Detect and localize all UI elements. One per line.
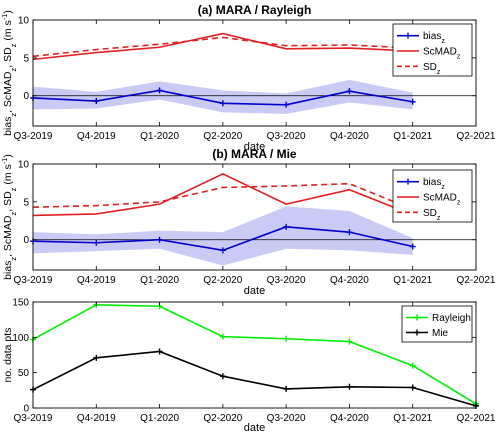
legend-marker	[414, 314, 420, 321]
x-axis-label: date	[244, 422, 265, 434]
legend-marker	[414, 329, 420, 336]
x-tick-label: Q2-2021	[457, 131, 496, 142]
data-point-marker	[346, 383, 353, 390]
legend-marker	[405, 178, 411, 185]
axes-box	[32, 19, 477, 127]
y-tick-label: 150	[12, 298, 29, 309]
x-tick-label: Q1-2020	[140, 275, 179, 286]
data-point-marker	[283, 385, 290, 392]
data-point-marker	[219, 100, 226, 107]
legend-label: Rayleigh	[432, 313, 471, 324]
data-point-marker	[409, 243, 416, 250]
y-tick-label: 0	[23, 91, 29, 102]
data-point-marker	[346, 229, 353, 236]
data-point-marker	[283, 335, 290, 342]
x-tick-label: Q4-2019	[77, 275, 116, 286]
data-point-marker	[219, 373, 226, 380]
y-tick-label: 50	[18, 368, 30, 379]
legend-label: ScMADz	[423, 47, 461, 61]
legend-label: ScMADz	[423, 193, 461, 207]
x-tick-label: Q2-2020	[203, 131, 242, 142]
y-tick-label: 10	[18, 16, 30, 27]
x-tick-label: Q1-2020	[140, 413, 179, 424]
legend-label: SDz	[423, 208, 441, 222]
data-point-marker	[409, 362, 416, 369]
data-point-marker	[156, 348, 163, 355]
y-axis-label: biasz, ScMADz, SDz (m s-1)	[0, 10, 18, 136]
x-tick-label: Q3-2020	[267, 413, 306, 424]
legend-label: biasz	[423, 177, 445, 191]
data-point-marker	[93, 239, 100, 246]
legend-marker	[405, 32, 411, 39]
data-point-marker	[283, 101, 290, 108]
x-tick-label: Q4-2019	[77, 413, 116, 424]
data-point-marker	[346, 338, 353, 345]
data-point-marker	[409, 384, 416, 391]
axes-box	[32, 163, 477, 271]
y-tick-label: 10	[18, 160, 30, 171]
legend-box	[392, 169, 473, 223]
x-tick-label: Q4-2020	[330, 275, 369, 286]
legend: Rayleigh Mie	[401, 305, 473, 343]
x-tick-label: Q2-2021	[457, 275, 496, 286]
uncertainty-band-bias-z	[33, 79, 413, 114]
y-axis-label: no. data pts	[2, 328, 14, 383]
chart-panel-1: (a) MARA / Rayleigh Q3-2019 Q4-2019 Q1-2020…	[0, 3, 496, 153]
y-tick-label: 5	[23, 197, 29, 208]
x-tick-label: Q3-2019	[14, 413, 53, 424]
series-line-scmad-z	[32, 172, 414, 217]
y-tick-label: 5	[23, 53, 29, 64]
data-point-marker	[93, 354, 100, 361]
x-axis-label: date	[244, 141, 265, 153]
x-tick-label: Q4-2019	[77, 131, 116, 142]
data-point-marker	[156, 236, 163, 243]
chart-panel-3: Q3-2019 Q4-2019 Q1-2020 Q2-2020 Q3-2020 Q4-20…	[2, 298, 496, 435]
y-axis-label: biasz, ScMADz, SDz (m s-1)	[0, 154, 18, 280]
x-tick-label: Q4-2020	[330, 131, 369, 142]
x-tick-label: Q2-2021	[457, 413, 496, 424]
data-point-marker	[219, 247, 226, 254]
legend-label: Mie	[432, 328, 449, 339]
x-tick-label: Q1-2021	[393, 413, 432, 424]
legend-label: SDz	[423, 62, 441, 76]
x-tick-label: Q2-2020	[203, 275, 242, 286]
y-tick-label: 100	[12, 333, 29, 344]
chart-panel-2: (b) MARA / Mie Q3-2019 Q4-2019 Q1-2020 Q2-20…	[0, 147, 496, 297]
series-line-rayleigh	[32, 304, 477, 405]
data-point-marker	[283, 223, 290, 230]
series-line-sd-z	[32, 182, 414, 211]
y-tick-label: 0	[23, 404, 29, 415]
legend-box	[401, 305, 473, 343]
data-point-marker	[156, 87, 163, 94]
x-axis-label: date	[244, 285, 265, 297]
x-tick-label: Q1-2021	[393, 275, 432, 286]
x-tick-label: Q3-2020	[267, 275, 306, 286]
x-tick-label: Q4-2020	[330, 413, 369, 424]
x-tick-label: Q3-2019	[14, 275, 53, 286]
x-tick-label: Q3-2020	[267, 131, 306, 142]
x-tick-label: Q1-2021	[393, 131, 432, 142]
chart-title: (b) MARA / Mie	[212, 147, 297, 161]
y-tick-label: 0	[23, 235, 29, 246]
series-line-mie	[32, 350, 477, 407]
x-tick-label: Q2-2020	[203, 413, 242, 424]
axes-box	[32, 301, 477, 409]
chart-title: (a) MARA / Rayleigh	[198, 3, 312, 17]
x-tick-label: Q1-2020	[140, 131, 179, 142]
uncertainty-band-bias-z	[33, 206, 413, 266]
data-point-marker	[409, 98, 416, 105]
data-point-marker	[346, 88, 353, 95]
data-point-marker	[219, 333, 226, 340]
series-line-sd-z	[32, 36, 413, 58]
series-line-scmad-z	[32, 32, 413, 61]
legend-box	[392, 23, 473, 77]
legend-label: biasz	[423, 31, 445, 45]
data-point-marker	[93, 98, 100, 105]
x-tick-label: Q3-2019	[14, 131, 53, 142]
